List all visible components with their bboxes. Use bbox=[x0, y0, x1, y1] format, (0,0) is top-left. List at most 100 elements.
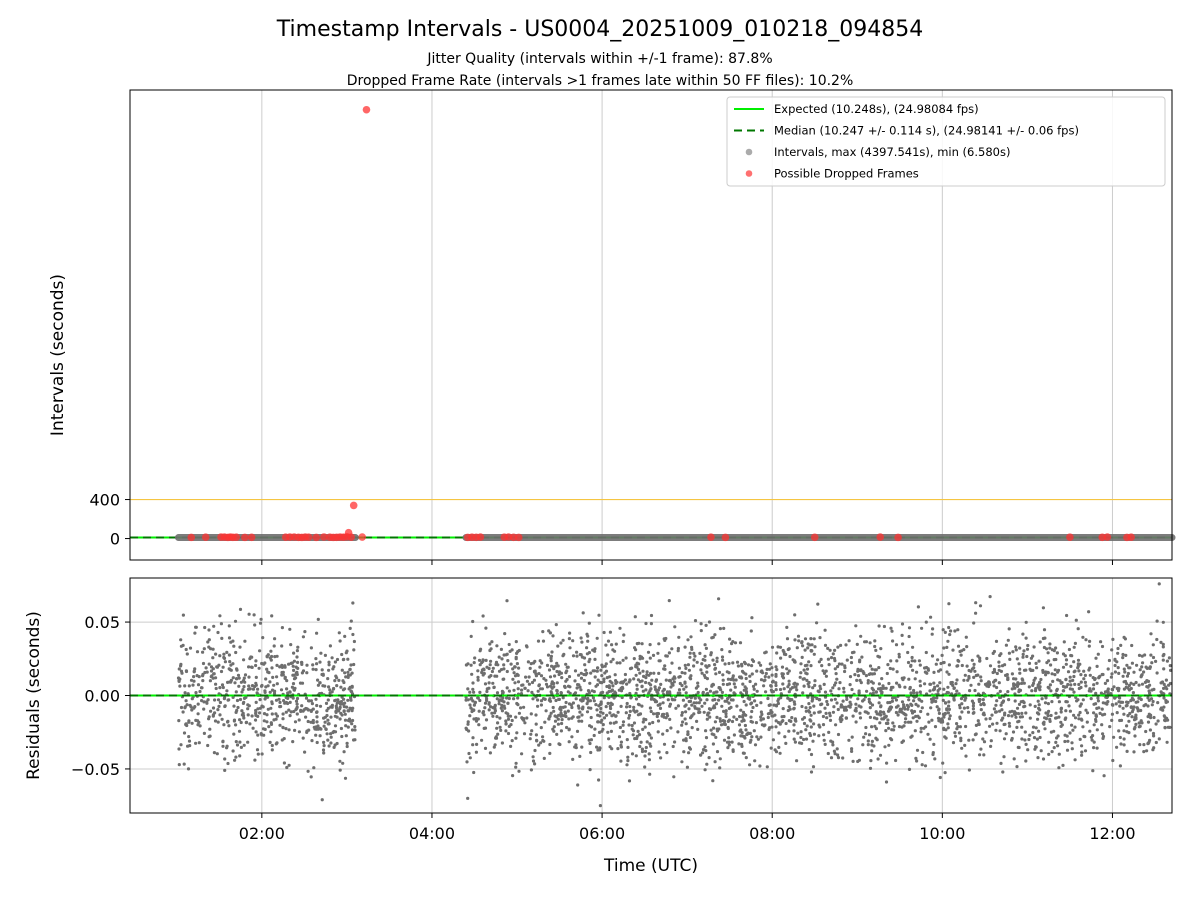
residual-point bbox=[704, 736, 709, 740]
residual-point bbox=[856, 667, 860, 671]
residual-point bbox=[1058, 679, 1062, 683]
residual-point bbox=[1062, 689, 1066, 693]
residual-point bbox=[670, 681, 674, 686]
residual-point bbox=[189, 705, 193, 709]
residual-point bbox=[519, 692, 524, 696]
residual-point bbox=[812, 704, 816, 708]
residual-point bbox=[676, 646, 681, 651]
residual-point bbox=[805, 724, 809, 728]
residual-point bbox=[1092, 740, 1096, 744]
residual-point bbox=[1038, 735, 1042, 740]
residual-point bbox=[1138, 668, 1142, 672]
residual-point bbox=[1067, 647, 1071, 652]
residual-point bbox=[1080, 718, 1084, 722]
chart-subtitle-dropped-rate: Dropped Frame Rate (intervals >1 frames … bbox=[347, 73, 854, 89]
residual-point bbox=[184, 647, 188, 652]
residual-point bbox=[822, 671, 827, 676]
residual-point bbox=[689, 677, 693, 681]
residual-point bbox=[968, 689, 972, 693]
residual-point bbox=[1064, 709, 1068, 713]
residual-point bbox=[557, 697, 562, 702]
residual-point bbox=[718, 757, 722, 761]
residual-point bbox=[1031, 731, 1035, 735]
residual-point bbox=[211, 706, 216, 710]
residual-point bbox=[1140, 654, 1144, 658]
residual-point bbox=[941, 698, 945, 703]
residual-point bbox=[1057, 752, 1061, 756]
residual-point bbox=[500, 657, 504, 661]
residual-point bbox=[288, 700, 292, 705]
residual-point bbox=[752, 729, 756, 733]
residual-point bbox=[476, 678, 480, 682]
residual-point bbox=[699, 753, 703, 757]
residual-point bbox=[577, 719, 581, 723]
residual-point bbox=[625, 763, 629, 767]
residual-point bbox=[704, 623, 708, 628]
residual-point bbox=[926, 668, 931, 672]
residual-point bbox=[1041, 721, 1045, 725]
residual-point bbox=[1167, 683, 1171, 687]
residual-point bbox=[889, 705, 894, 709]
residual-point bbox=[718, 719, 723, 723]
residual-point bbox=[238, 740, 242, 744]
residual-point bbox=[978, 604, 983, 608]
residual-point bbox=[766, 696, 770, 701]
residual-point bbox=[876, 654, 880, 658]
residual-point bbox=[346, 709, 350, 713]
residual-point bbox=[1127, 731, 1131, 735]
residual-point bbox=[586, 639, 590, 643]
residual-point bbox=[941, 761, 945, 765]
residual-point bbox=[506, 714, 510, 718]
residual-point bbox=[836, 645, 840, 649]
residual-point bbox=[910, 703, 914, 708]
residual-point bbox=[517, 711, 522, 715]
residual-point bbox=[207, 628, 211, 632]
residual-point bbox=[930, 654, 935, 658]
residual-point bbox=[183, 706, 187, 710]
residual-point bbox=[335, 684, 339, 688]
residual-point bbox=[339, 726, 343, 731]
residual-point bbox=[1079, 702, 1083, 706]
residual-point bbox=[648, 742, 652, 746]
residual-point bbox=[1076, 658, 1081, 662]
residual-point bbox=[300, 704, 304, 708]
residual-point bbox=[890, 629, 894, 633]
residual-point bbox=[902, 676, 906, 680]
residual-point bbox=[939, 720, 943, 724]
residual-point bbox=[499, 668, 503, 672]
residual-point bbox=[1146, 741, 1150, 745]
residual-point bbox=[905, 703, 909, 707]
residual-point bbox=[1152, 715, 1156, 720]
residual-point bbox=[256, 707, 260, 711]
residual-point bbox=[1140, 721, 1144, 725]
residual-point bbox=[965, 664, 969, 668]
residual-point bbox=[237, 684, 241, 688]
residual-point bbox=[994, 678, 998, 682]
residual-point bbox=[611, 648, 615, 652]
residual-point bbox=[967, 738, 971, 742]
residual-point bbox=[209, 709, 213, 713]
residual-point bbox=[514, 765, 518, 769]
residual-point bbox=[227, 653, 231, 657]
residual-point bbox=[533, 659, 537, 664]
residual-point bbox=[1054, 716, 1058, 720]
residual-point bbox=[614, 720, 618, 724]
residual-point bbox=[334, 674, 338, 678]
residual-point bbox=[587, 691, 592, 695]
residual-point bbox=[1119, 700, 1123, 704]
residual-point bbox=[279, 704, 283, 709]
residual-point bbox=[1138, 724, 1142, 728]
residual-point bbox=[295, 649, 299, 653]
residual-point bbox=[513, 681, 517, 685]
residual-point bbox=[217, 704, 221, 709]
residual-point bbox=[1123, 670, 1127, 674]
residual-point bbox=[198, 724, 202, 728]
residual-point bbox=[514, 657, 518, 661]
residual-point bbox=[866, 679, 870, 683]
residual-point bbox=[353, 725, 357, 729]
residual-point bbox=[682, 687, 686, 691]
residual-point bbox=[305, 671, 309, 675]
residual-point bbox=[349, 663, 353, 667]
residual-point bbox=[750, 664, 754, 668]
residual-point bbox=[973, 669, 977, 673]
